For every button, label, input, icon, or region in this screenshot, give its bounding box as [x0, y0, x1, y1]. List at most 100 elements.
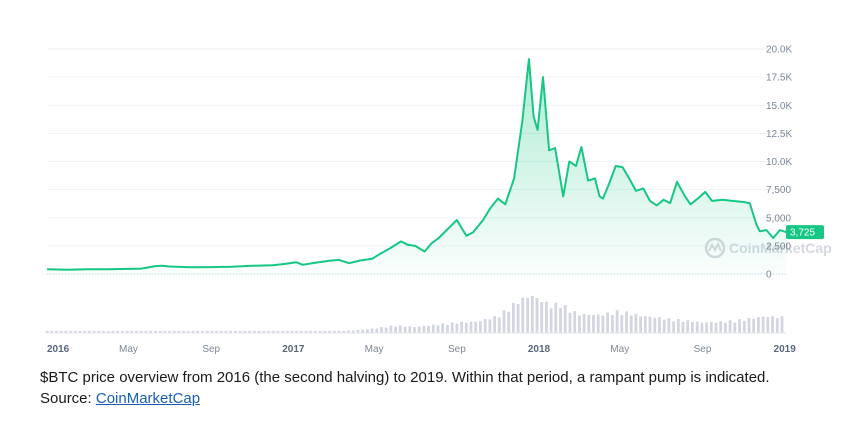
y-tick-label: 20.0K	[766, 45, 792, 56]
volume-bar	[130, 331, 134, 333]
volume-bar	[366, 329, 369, 333]
x-tick-label: 2019	[774, 344, 797, 355]
volume-bar	[375, 328, 379, 333]
volume-bar	[724, 322, 727, 333]
x-tick-label: May	[610, 344, 629, 355]
volume-bar	[304, 331, 308, 333]
x-tick-label: 2018	[528, 344, 551, 355]
volume-bar	[643, 316, 647, 333]
volume-bar	[92, 331, 96, 333]
volume-bar	[252, 331, 256, 333]
volume-bar	[446, 325, 449, 333]
volume-bar	[549, 308, 553, 333]
volume-bar	[658, 317, 661, 333]
volume-bar	[342, 331, 346, 333]
volume-bar	[88, 331, 91, 333]
volume-bar	[507, 311, 511, 333]
volume-bar	[168, 331, 171, 333]
volume-bar	[224, 331, 228, 333]
y-tick-label: 0	[766, 270, 772, 281]
volume-bar	[431, 324, 435, 333]
volume-bar	[398, 325, 402, 333]
volume-bar	[229, 331, 233, 333]
volume-bar	[314, 331, 317, 333]
volume-bar	[691, 322, 694, 333]
volume-bar	[309, 331, 313, 333]
last-price-value: 3,725	[790, 228, 815, 239]
volume-bar	[611, 315, 614, 333]
x-tick-label: Sep	[202, 344, 220, 355]
volume-bar	[578, 315, 581, 333]
y-tick-label: 10.0K	[766, 157, 792, 168]
volume-bar	[587, 314, 591, 333]
volume-bar	[361, 329, 365, 333]
volume-bar	[144, 331, 148, 333]
volume-bar	[413, 327, 416, 333]
volume-bar	[55, 331, 58, 333]
volume-bar	[73, 331, 77, 333]
volume-bar	[139, 331, 143, 333]
volume-bar	[106, 331, 110, 333]
volume-bar	[719, 321, 723, 333]
volume-bars	[45, 295, 786, 334]
volume-bar	[601, 315, 605, 333]
volume-bar	[380, 327, 383, 333]
volume-bar	[243, 331, 247, 333]
volume-bar	[672, 321, 675, 333]
volume-bar	[351, 330, 355, 333]
volume-bar	[497, 317, 501, 333]
last-price-badge: 3,725	[786, 225, 824, 240]
x-tick-label: 2017	[282, 344, 305, 355]
volume-bar	[488, 319, 492, 333]
volume-bar	[695, 321, 699, 333]
volume-bar	[186, 331, 190, 333]
volume-bar	[248, 331, 251, 333]
volume-bar	[384, 327, 388, 333]
volume-bar	[45, 331, 49, 333]
y-tick-label: 17.5K	[766, 73, 792, 84]
x-tick-label: Sep	[448, 344, 466, 355]
volume-bar	[295, 331, 299, 333]
volume-bar	[257, 331, 261, 333]
volume-bar	[158, 331, 162, 333]
volume-bar	[775, 318, 779, 333]
volume-bar	[267, 331, 270, 333]
volume-bar	[728, 320, 732, 333]
volume-bar	[469, 321, 473, 333]
volume-bar	[234, 331, 237, 333]
volume-bar	[582, 313, 586, 333]
volume-bar	[333, 331, 336, 333]
volume-bar	[559, 308, 562, 333]
volume-bar	[83, 331, 87, 333]
figure-caption: $BTC price overview from 2016 (the secon…	[40, 367, 800, 409]
volume-bar	[516, 303, 520, 333]
volume-bar	[441, 323, 445, 333]
volume-bar	[714, 322, 718, 333]
y-tick-label: 2,500	[766, 241, 791, 252]
volume-bar	[592, 315, 595, 333]
volume-bar	[389, 325, 393, 333]
x-tick-label: 2016	[47, 344, 70, 355]
volume-bar	[271, 331, 275, 333]
volume-bar	[78, 331, 82, 333]
volume-bar	[752, 318, 756, 333]
volume-bar	[620, 315, 624, 333]
volume-bar	[337, 330, 341, 333]
price-area-fill	[47, 59, 786, 274]
volume-bar	[596, 314, 600, 333]
price-area-layer	[46, 58, 787, 274]
volume-bar	[629, 315, 633, 333]
x-axis: 2016 May Sep 2017 May Sep 2018 May Sep 2019	[47, 344, 796, 355]
volume-bar	[450, 322, 454, 333]
x-tick-label: May	[365, 344, 384, 355]
volume-bar	[780, 316, 784, 333]
y-tick-label: 12.5K	[766, 129, 792, 140]
volume-bar	[135, 331, 138, 333]
source-link[interactable]: CoinMarketCap	[95, 390, 201, 407]
volume-bar	[422, 325, 426, 333]
volume-bar	[318, 331, 322, 333]
volume-bar	[483, 319, 487, 333]
volume-bar	[521, 297, 525, 333]
volume-bar	[733, 322, 737, 333]
volume-bar	[705, 322, 708, 333]
